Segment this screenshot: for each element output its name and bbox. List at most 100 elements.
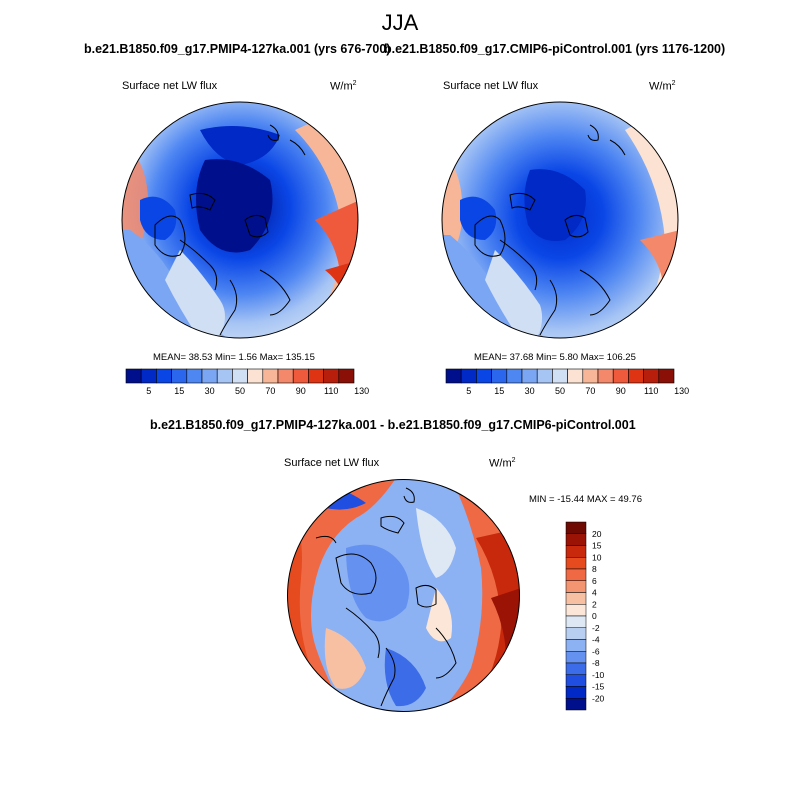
colorbar-tick-label: 6 <box>592 576 597 586</box>
colorbar-swatch <box>597 368 614 384</box>
colorbar-tick-label: -6 <box>592 646 600 656</box>
difference-units-exponent: 2 <box>511 457 516 464</box>
colorbar-tick-label: 130 <box>674 386 689 396</box>
colorbar-swatch <box>247 368 264 384</box>
difference-title: b.e21.B1850.f09_g17.PMIP4-127ka.001 - b.… <box>150 418 636 432</box>
colorbar-swatch <box>521 368 538 384</box>
colorbar-swatch <box>565 580 587 593</box>
colorbar-tick-label: -4 <box>592 635 600 645</box>
panel-2-units-exponent: 2 <box>671 80 676 87</box>
panel-1-units-base: W/m <box>330 80 353 93</box>
colorbar-swatch <box>476 368 492 384</box>
colorbar-swatch <box>277 368 294 384</box>
colorbar-tick-label: 10 <box>592 552 602 562</box>
difference-minmax: MIN = -15.44 MAX = 49.76 <box>529 494 643 505</box>
colorbar-tick-label: 130 <box>354 386 369 396</box>
colorbar-swatch <box>628 368 644 384</box>
colorbar-swatch <box>565 592 587 605</box>
colorbar-swatch <box>201 368 218 384</box>
colorbar-tick-label: 110 <box>644 386 658 396</box>
colorbar-swatch <box>156 368 172 384</box>
colorbar-swatch <box>565 639 587 652</box>
difference-units-base: W/m <box>489 457 512 470</box>
colorbar-tick-label: 4 <box>592 588 597 598</box>
colorbar-swatch <box>658 368 675 384</box>
colorbar-swatch <box>643 368 660 384</box>
panel-1-case-title: b.e21.B1850.f09_g17.PMIP4-127ka.001 (yrs… <box>84 42 391 56</box>
colorbar-tick-label: 20 <box>592 529 602 539</box>
difference-polar-map <box>287 479 520 712</box>
panel-1-polar-map <box>121 101 359 339</box>
colorbar-swatch <box>565 521 587 534</box>
colorbar-tick-label: -8 <box>592 658 600 668</box>
colorbar-swatch <box>140 368 157 384</box>
panel-2-case-title: b.e21.B1850.f09_g17.CMIP6-piControl.001 … <box>384 42 726 56</box>
panel-2-units: W/m2 <box>649 80 676 93</box>
panel-2-variable-label: Surface net LW flux <box>443 80 539 92</box>
colorbar-swatch <box>567 368 584 384</box>
colorbar-swatch <box>612 368 629 384</box>
figure-title: JJA <box>381 10 419 35</box>
colorbar-tick-label: -20 <box>592 693 605 703</box>
colorbar-tick-label: 5 <box>466 386 471 396</box>
colorbar-tick-label: 8 <box>592 564 597 574</box>
colorbar-swatch <box>565 651 587 664</box>
colorbar-swatch <box>565 662 587 675</box>
panel-2-units-base: W/m <box>649 80 672 93</box>
colorbar-swatch <box>565 545 587 558</box>
colorbar-tick-label: 15 <box>494 386 504 396</box>
colorbar-tick-label: 30 <box>525 386 535 396</box>
colorbar-tick-label: 50 <box>235 386 245 396</box>
colorbar-swatch <box>565 615 587 628</box>
colorbar-swatch <box>565 627 587 640</box>
colorbar-swatch <box>565 674 587 687</box>
panel-1-units: W/m2 <box>330 80 357 93</box>
panel-1-units-exponent: 2 <box>352 80 357 87</box>
colorbar-tick-label: 5 <box>146 386 151 396</box>
colorbar-tick-label: 15 <box>174 386 184 396</box>
colorbar-swatch <box>262 368 279 384</box>
colorbar-tick-label: 2 <box>592 599 597 609</box>
panel-2-polar-map <box>441 101 679 339</box>
panel-2-stats: MEAN= 37.68 Min= 5.80 Max= 106.25 <box>474 352 636 363</box>
colorbar-swatch <box>460 368 477 384</box>
colorbar-swatch <box>552 368 568 384</box>
colorbar-tick-label: 70 <box>265 386 275 396</box>
colorbar-swatch <box>565 533 587 546</box>
colorbar-tick-label: 50 <box>555 386 565 396</box>
panel-1-stats: MEAN= 38.53 Min= 1.56 Max= 135.15 <box>153 352 315 363</box>
colorbar-swatch <box>506 368 523 384</box>
colorbar-swatch <box>445 368 462 384</box>
difference-units: W/m2 <box>489 457 516 470</box>
colorbar-tick-label: 110 <box>324 386 338 396</box>
difference-variable-label: Surface net LW flux <box>284 457 380 469</box>
colorbar-swatch <box>491 368 508 384</box>
colorbar-swatch <box>565 604 587 617</box>
colorbar-tick-label: 30 <box>205 386 215 396</box>
colorbar-swatch <box>125 368 142 384</box>
panel-2-colorbar: 5 15 30 50 70 90 110 130 <box>445 368 689 396</box>
colorbar-swatch <box>582 368 599 384</box>
colorbar-swatch <box>171 368 188 384</box>
colorbar-swatch <box>232 368 248 384</box>
colorbar-tick-label: -10 <box>592 670 605 680</box>
panel-1-variable-label: Surface net LW flux <box>122 80 218 92</box>
colorbar-swatch <box>308 368 324 384</box>
colorbar-swatch <box>565 557 587 570</box>
colorbar-tick-label: 90 <box>616 386 626 396</box>
colorbar-swatch <box>323 368 340 384</box>
colorbar-tick-label: 90 <box>296 386 306 396</box>
colorbar-swatch <box>565 686 587 699</box>
colorbar-swatch <box>186 368 203 384</box>
colorbar-tick-label: -2 <box>592 623 600 633</box>
colorbar-tick-label: -15 <box>592 682 605 692</box>
colorbar-swatch <box>338 368 355 384</box>
colorbar-tick-label: 70 <box>585 386 595 396</box>
panel-1-colorbar: 5 15 30 50 70 90 110 130 <box>125 368 369 396</box>
colorbar-tick-label: 0 <box>592 611 597 621</box>
colorbar-swatch <box>536 368 553 384</box>
colorbar-swatch <box>565 568 587 581</box>
colorbar-tick-label: 15 <box>592 541 602 551</box>
colorbar-swatch <box>292 368 309 384</box>
